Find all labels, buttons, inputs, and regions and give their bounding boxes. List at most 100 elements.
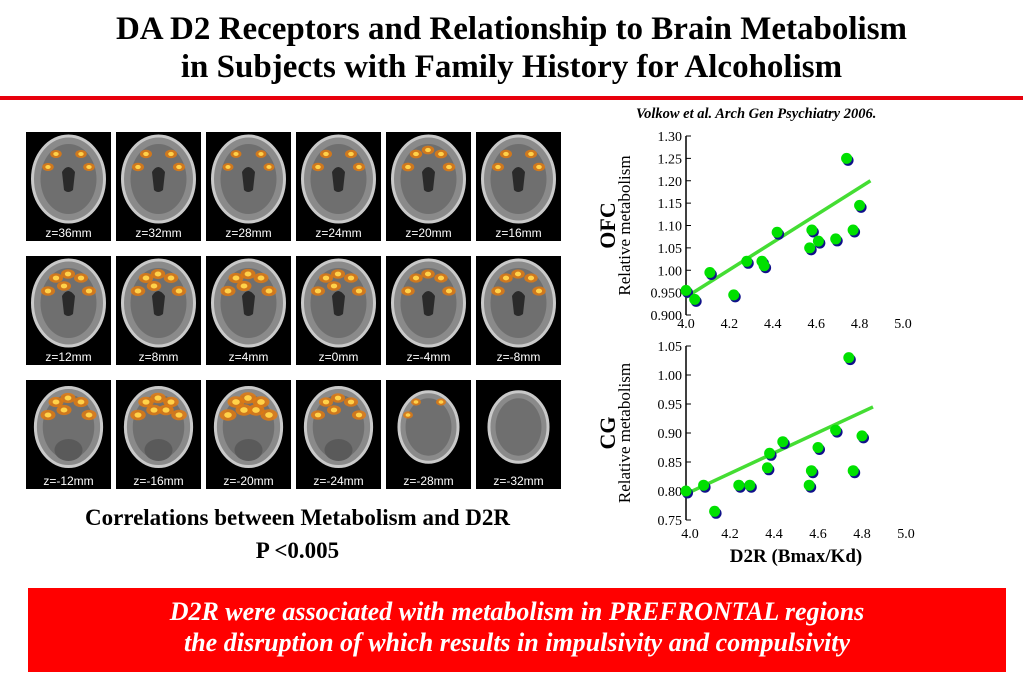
brain-slice: z=4mm xyxy=(206,256,291,365)
brain-slice: z=-4mm xyxy=(386,256,471,365)
y-tick-label: 1.00 xyxy=(658,369,683,384)
x-axis-label: D2R (Bmax/Kd) xyxy=(730,546,862,567)
x-tick-label: 4.6 xyxy=(809,527,827,542)
conclusion-line-2: the disruption of which results in impul… xyxy=(184,628,850,657)
y-tick-label: 0.900 xyxy=(651,309,683,324)
slide-title: DA D2 Receptors and Relationship to Brai… xyxy=(0,10,1023,86)
y-tick-label: 0.90 xyxy=(658,427,683,442)
brain-slice: z=-12mm xyxy=(26,380,111,489)
brain-slice-label: z=28mm xyxy=(206,226,291,241)
x-tick-label: 4.4 xyxy=(765,527,783,542)
brain-slice-label: z=24mm xyxy=(296,226,381,241)
data-point xyxy=(847,465,859,477)
brain-slice-label: z=36mm xyxy=(26,226,111,241)
y-tick-label: 1.25 xyxy=(658,152,683,167)
brain-slice: z=-28mm xyxy=(386,380,471,489)
data-point xyxy=(709,505,721,517)
data-point xyxy=(733,479,745,491)
y-tick-label: 0.950 xyxy=(651,287,683,302)
x-tick-label: 4.4 xyxy=(764,317,782,332)
p-value-caption: P <0.005 xyxy=(255,538,340,563)
data-point xyxy=(680,485,692,497)
citation: Volkow et al. Arch Gen Psychiatry 2006. xyxy=(636,106,877,122)
brain-slice: z=16mm xyxy=(476,132,561,241)
data-point xyxy=(803,479,815,491)
brain-slice: z=28mm xyxy=(206,132,291,241)
data-point xyxy=(728,289,740,301)
y-tick-label: 0.80 xyxy=(658,485,683,500)
data-point xyxy=(806,224,818,236)
brain-slice: z=20mm xyxy=(386,132,471,241)
y-axis-label: Relative metabolism xyxy=(615,363,634,503)
brain-slice-label: z=-32mm xyxy=(476,474,561,489)
data-point xyxy=(761,462,773,474)
x-tick-label: 4.8 xyxy=(851,317,869,332)
x-tick-label: 5.0 xyxy=(894,317,912,332)
brain-slice: z=8mm xyxy=(116,256,201,365)
y-tick-label: 1.15 xyxy=(658,197,683,212)
region-label: OFC xyxy=(595,202,620,248)
data-point xyxy=(758,260,770,272)
conclusion-banner: D2R were associated with metabolism in P… xyxy=(28,588,1006,672)
data-point xyxy=(854,199,866,211)
data-point xyxy=(764,447,776,459)
brain-slice: z=-8mm xyxy=(476,256,561,365)
brain-slice: z=-32mm xyxy=(476,380,561,489)
brain-slice: z=-16mm xyxy=(116,380,201,489)
brain-slice-label: z=0mm xyxy=(296,350,381,365)
data-point xyxy=(830,424,842,436)
y-tick-label: 0.95 xyxy=(658,398,683,413)
brain-slice-label: z=-28mm xyxy=(386,474,471,489)
brain-slice-label: z=16mm xyxy=(476,226,561,241)
data-point xyxy=(680,284,692,296)
data-point xyxy=(741,255,753,267)
brain-slice: z=24mm xyxy=(296,132,381,241)
x-tick-label: 4.6 xyxy=(807,317,825,332)
brain-slice-label: z=-12mm xyxy=(26,474,111,489)
regression-line xyxy=(685,405,874,496)
data-point xyxy=(847,224,859,236)
brain-slice-label: z=8mm xyxy=(116,350,201,365)
title-divider xyxy=(0,96,1023,100)
y-tick-label: 0.75 xyxy=(658,514,683,529)
x-tick-label: 5.0 xyxy=(897,527,915,542)
brain-slice-label: z=20mm xyxy=(386,226,471,241)
brain-slice-label: z=12mm xyxy=(26,350,111,365)
y-tick-label: 1.00 xyxy=(658,264,683,279)
y-tick-label: 1.05 xyxy=(658,242,683,257)
correlation-caption: Correlations between Metabolism and D2R xyxy=(84,505,511,530)
data-point xyxy=(843,352,855,364)
brain-slice-label: z=-16mm xyxy=(116,474,201,489)
brain-slice: z=-20mm xyxy=(206,380,291,489)
x-tick-label: 4.0 xyxy=(677,317,695,332)
brain-slice: z=36mm xyxy=(26,132,111,241)
x-tick-label: 4.8 xyxy=(853,527,871,542)
data-point xyxy=(704,266,716,278)
x-tick-label: 4.2 xyxy=(721,527,739,542)
data-point xyxy=(812,235,824,247)
title-line-2: in Subjects with Family History for Alco… xyxy=(180,49,843,85)
data-point xyxy=(830,233,842,245)
data-point xyxy=(841,152,853,164)
data-point xyxy=(805,465,817,477)
brain-slice: z=0mm xyxy=(296,256,381,365)
brain-slice-label: z=4mm xyxy=(206,350,291,365)
x-tick-label: 4.0 xyxy=(681,527,699,542)
data-point xyxy=(689,293,701,305)
brain-slice-label: z=-24mm xyxy=(296,474,381,489)
brain-slice-label: z=-8mm xyxy=(476,350,561,365)
y-tick-label: 1.05 xyxy=(658,340,683,355)
y-tick-label: 1.20 xyxy=(658,175,683,190)
brain-slice-label: z=-4mm xyxy=(386,350,471,365)
region-label: CG xyxy=(595,417,620,450)
scatter-charts: 0.900 0.950 1.00 1.05 1.10 1.15 1.20 1.25 1.30 4.… xyxy=(595,130,915,567)
brain-slice: z=32mm xyxy=(116,132,201,241)
data-point xyxy=(804,242,816,254)
brain-slice-label: z=-20mm xyxy=(206,474,291,489)
data-point xyxy=(771,226,783,238)
data-point xyxy=(698,479,710,491)
y-axis-label: Relative metabolism xyxy=(615,155,634,295)
conclusion-line-1: D2R were associated with metabolism in P… xyxy=(169,597,865,626)
y-tick-label: 0.85 xyxy=(658,456,683,471)
brain-slice: z=12mm xyxy=(26,256,111,365)
